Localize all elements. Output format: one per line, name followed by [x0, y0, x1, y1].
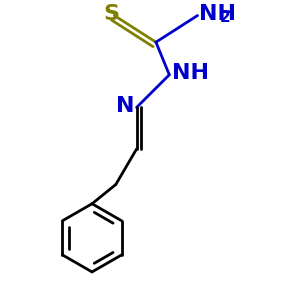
Text: N: N: [116, 96, 134, 116]
Text: NH: NH: [199, 4, 236, 24]
Text: S: S: [103, 4, 119, 24]
Text: NH: NH: [172, 63, 209, 83]
Text: 2: 2: [219, 11, 230, 26]
